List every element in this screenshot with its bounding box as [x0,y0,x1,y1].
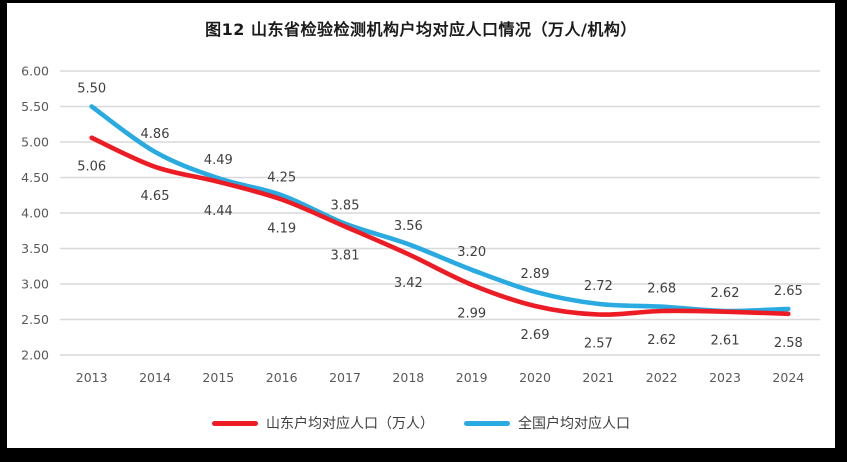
data-label-shandong-2016: 4.19 [267,222,296,237]
y-tick-label-4.00: 4.00 [21,206,49,221]
legend-line-swatch-shandong [212,420,258,426]
data-label-shandong-2024: 2.58 [774,336,803,351]
x-tick-label-2022: 2022 [646,370,678,385]
data-label-national-2019: 3.20 [457,245,486,260]
data-label-shandong-2020: 2.69 [521,328,550,343]
y-tick-label-6.00: 6.00 [21,64,49,79]
x-tick-label-2021: 2021 [582,370,614,385]
y-tick-label-5.00: 5.00 [21,135,49,150]
chart-background-panel [7,3,835,448]
x-tick-label-2020: 2020 [519,370,551,385]
chart-title: 图12 山东省检验检测机构户均对应人口情况（万人/机构） [205,20,637,39]
legend-label-shandong: 山东户均对应人口（万人） [266,416,434,432]
data-label-shandong-2021: 2.57 [584,337,613,352]
y-tick-label-4.50: 4.50 [21,170,49,185]
x-tick-label-2018: 2018 [392,370,424,385]
series-line-shandong [89,135,791,317]
x-tick-label-2024: 2024 [772,370,804,385]
x-tick-label-2019: 2019 [456,370,488,385]
data-label-national-2020: 2.89 [521,267,550,282]
y-tick-label-5.50: 5.50 [21,99,49,114]
data-label-national-2015: 4.49 [204,153,233,168]
y-tick-label-2.00: 2.00 [21,348,49,363]
data-label-shandong-2018: 3.42 [394,276,423,291]
series-line-national [89,104,791,314]
data-label-national-2022: 2.68 [647,282,676,297]
x-tick-label-2014: 2014 [139,370,171,385]
data-label-shandong-2023: 2.61 [711,334,740,349]
x-tick-label-2015: 2015 [202,370,234,385]
legend-item-shandong: 山东户均对应人口（万人） [212,413,434,433]
legend-item-national: 全国户均对应人口 [464,413,630,433]
y-tick-label-3.00: 3.00 [21,277,49,292]
data-label-national-2016: 4.25 [267,170,296,185]
data-label-national-2023: 2.62 [711,286,740,301]
data-label-national-2024: 2.65 [774,284,803,299]
legend-label-national: 全国户均对应人口 [518,416,630,432]
legend-line-swatch-national [464,420,510,426]
data-label-national-2014: 4.86 [141,127,170,142]
data-label-shandong-2015: 4.44 [204,204,233,219]
data-label-national-2017: 3.85 [331,199,360,214]
data-label-shandong-2014: 4.65 [141,189,170,204]
data-label-national-2013: 5.50 [77,82,106,97]
y-tick-label-2.50: 2.50 [21,312,49,327]
data-label-shandong-2022: 2.62 [647,333,676,348]
data-label-national-2021: 2.72 [584,279,613,294]
data-label-shandong-2019: 2.99 [457,307,486,322]
x-tick-label-2013: 2013 [76,370,108,385]
x-tick-label-2017: 2017 [329,370,361,385]
x-tick-label-2016: 2016 [266,370,298,385]
data-label-national-2018: 3.56 [394,219,423,234]
chart-legend: 山东户均对应人口（万人） 全国户均对应人口 [7,410,835,436]
y-tick-label-3.50: 3.50 [21,241,49,256]
data-label-shandong-2017: 3.81 [331,248,360,263]
x-tick-label-2023: 2023 [709,370,741,385]
data-label-shandong-2013: 5.06 [77,160,106,175]
